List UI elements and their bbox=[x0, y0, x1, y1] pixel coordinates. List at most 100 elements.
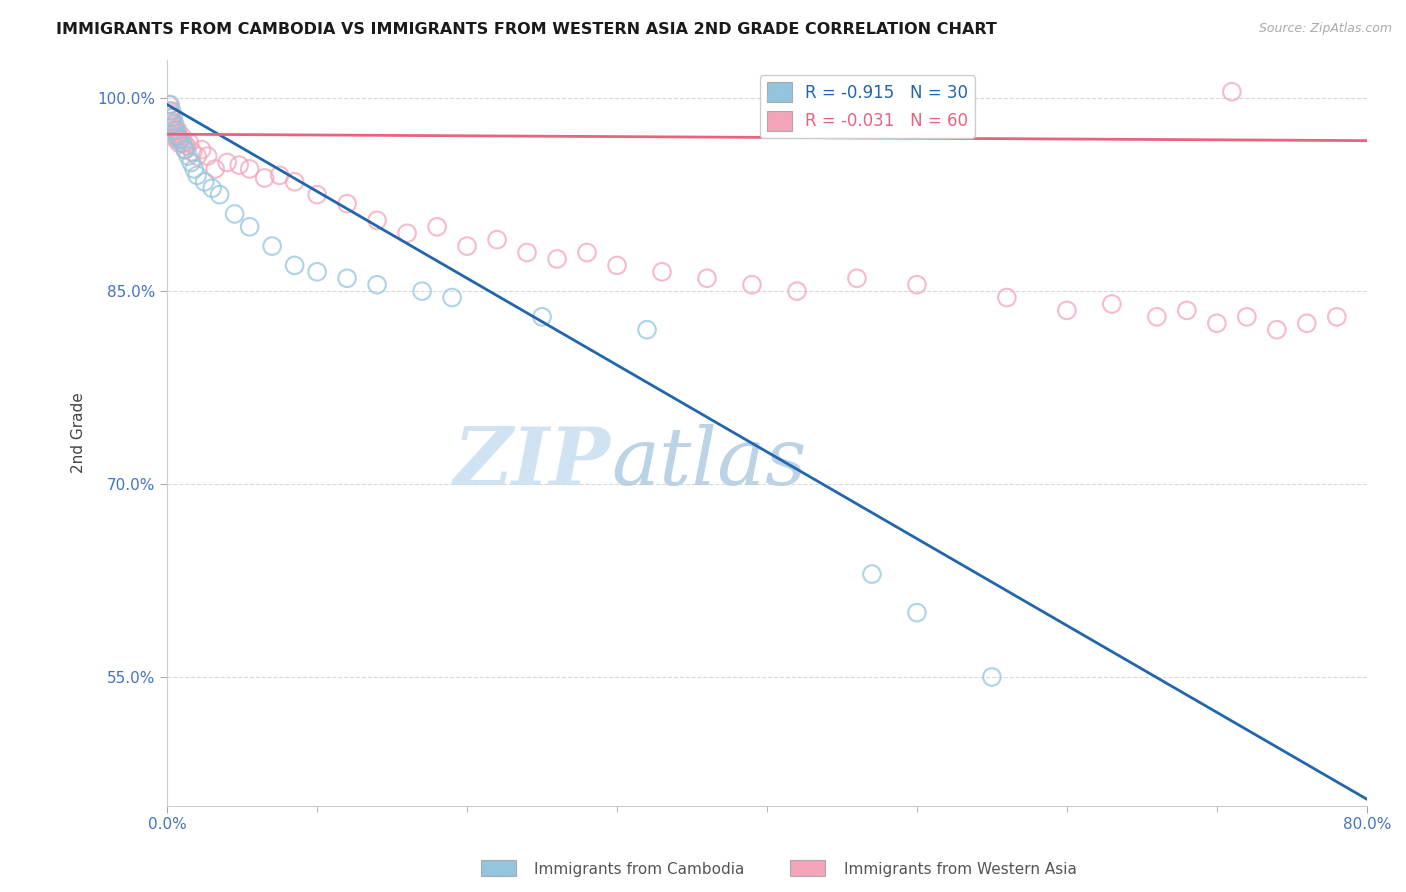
Point bbox=[180, 155, 202, 169]
Point bbox=[846, 271, 869, 285]
Point bbox=[208, 187, 231, 202]
Legend: R = -0.915   N = 30, R = -0.031   N = 60: R = -0.915 N = 30, R = -0.031 N = 60 bbox=[759, 76, 974, 137]
Point bbox=[576, 245, 599, 260]
Point bbox=[1326, 310, 1348, 324]
Text: Source: ZipAtlas.com: Source: ZipAtlas.com bbox=[1258, 22, 1392, 36]
Point bbox=[160, 114, 183, 128]
FancyBboxPatch shape bbox=[481, 860, 516, 876]
Point bbox=[169, 132, 191, 146]
Point bbox=[172, 129, 194, 144]
Point bbox=[163, 126, 186, 140]
Point bbox=[165, 132, 187, 146]
Point bbox=[1146, 310, 1168, 324]
Point bbox=[426, 219, 449, 234]
Point bbox=[181, 145, 204, 160]
Point bbox=[411, 284, 433, 298]
Point bbox=[1175, 303, 1198, 318]
Point bbox=[173, 136, 195, 151]
Point bbox=[186, 149, 208, 163]
Point bbox=[166, 129, 188, 144]
Text: IMMIGRANTS FROM CAMBODIA VS IMMIGRANTS FROM WESTERN ASIA 2ND GRADE CORRELATION C: IMMIGRANTS FROM CAMBODIA VS IMMIGRANTS F… bbox=[56, 22, 997, 37]
Point bbox=[396, 226, 419, 240]
Point bbox=[162, 111, 184, 125]
Point bbox=[1205, 316, 1227, 330]
Text: ZIP: ZIP bbox=[454, 424, 612, 501]
Point bbox=[201, 181, 224, 195]
Point bbox=[186, 169, 208, 183]
Point bbox=[307, 187, 329, 202]
Point bbox=[516, 245, 538, 260]
Point bbox=[531, 310, 554, 324]
Point bbox=[160, 103, 183, 118]
Point bbox=[162, 120, 184, 134]
Point bbox=[336, 196, 359, 211]
Point bbox=[741, 277, 763, 292]
Point bbox=[172, 136, 194, 151]
Point bbox=[177, 149, 200, 163]
Point bbox=[194, 175, 217, 189]
Point bbox=[183, 161, 205, 176]
Point bbox=[546, 252, 568, 266]
Point bbox=[995, 291, 1018, 305]
Point bbox=[441, 291, 464, 305]
Y-axis label: 2nd Grade: 2nd Grade bbox=[72, 392, 86, 473]
Point bbox=[1220, 85, 1243, 99]
Point bbox=[197, 149, 219, 163]
Text: atlas: atlas bbox=[612, 424, 807, 501]
Point bbox=[160, 111, 183, 125]
Point bbox=[336, 271, 359, 285]
Point bbox=[860, 567, 883, 582]
Point bbox=[159, 97, 181, 112]
Point bbox=[1295, 316, 1317, 330]
Point bbox=[366, 213, 388, 227]
Text: Immigrants from Cambodia: Immigrants from Cambodia bbox=[534, 863, 745, 877]
Point bbox=[1236, 310, 1258, 324]
Point bbox=[159, 106, 181, 120]
Point bbox=[905, 606, 928, 620]
Point bbox=[165, 129, 187, 144]
Point bbox=[486, 233, 509, 247]
Point bbox=[696, 271, 718, 285]
Point bbox=[166, 127, 188, 141]
Point bbox=[157, 97, 180, 112]
Point bbox=[167, 132, 190, 146]
Point bbox=[1101, 297, 1123, 311]
Point bbox=[174, 143, 197, 157]
Point bbox=[174, 143, 197, 157]
Point bbox=[980, 670, 1002, 684]
Point bbox=[157, 103, 180, 118]
Point bbox=[366, 277, 388, 292]
Point bbox=[269, 169, 291, 183]
Point bbox=[651, 265, 673, 279]
Point bbox=[239, 219, 262, 234]
Point bbox=[307, 265, 329, 279]
Point bbox=[606, 259, 628, 273]
Point bbox=[167, 136, 190, 151]
Point bbox=[228, 158, 250, 172]
Point bbox=[284, 175, 307, 189]
Point bbox=[166, 123, 188, 137]
Point bbox=[162, 117, 184, 131]
Point bbox=[1056, 303, 1078, 318]
Point bbox=[163, 123, 186, 137]
Point bbox=[204, 161, 226, 176]
Point bbox=[636, 323, 658, 337]
Point bbox=[905, 277, 928, 292]
Point bbox=[165, 123, 187, 137]
Point bbox=[190, 143, 212, 157]
Point bbox=[456, 239, 478, 253]
Point bbox=[167, 129, 190, 144]
Point bbox=[1265, 323, 1288, 337]
Point bbox=[262, 239, 284, 253]
Point bbox=[239, 161, 262, 176]
Point bbox=[253, 170, 276, 185]
Point bbox=[786, 284, 808, 298]
Text: Immigrants from Western Asia: Immigrants from Western Asia bbox=[844, 863, 1077, 877]
Point bbox=[284, 259, 307, 273]
FancyBboxPatch shape bbox=[790, 860, 825, 876]
Point bbox=[176, 138, 198, 153]
Point bbox=[224, 207, 246, 221]
Point bbox=[179, 136, 201, 151]
Point bbox=[217, 155, 239, 169]
Point bbox=[163, 117, 186, 131]
